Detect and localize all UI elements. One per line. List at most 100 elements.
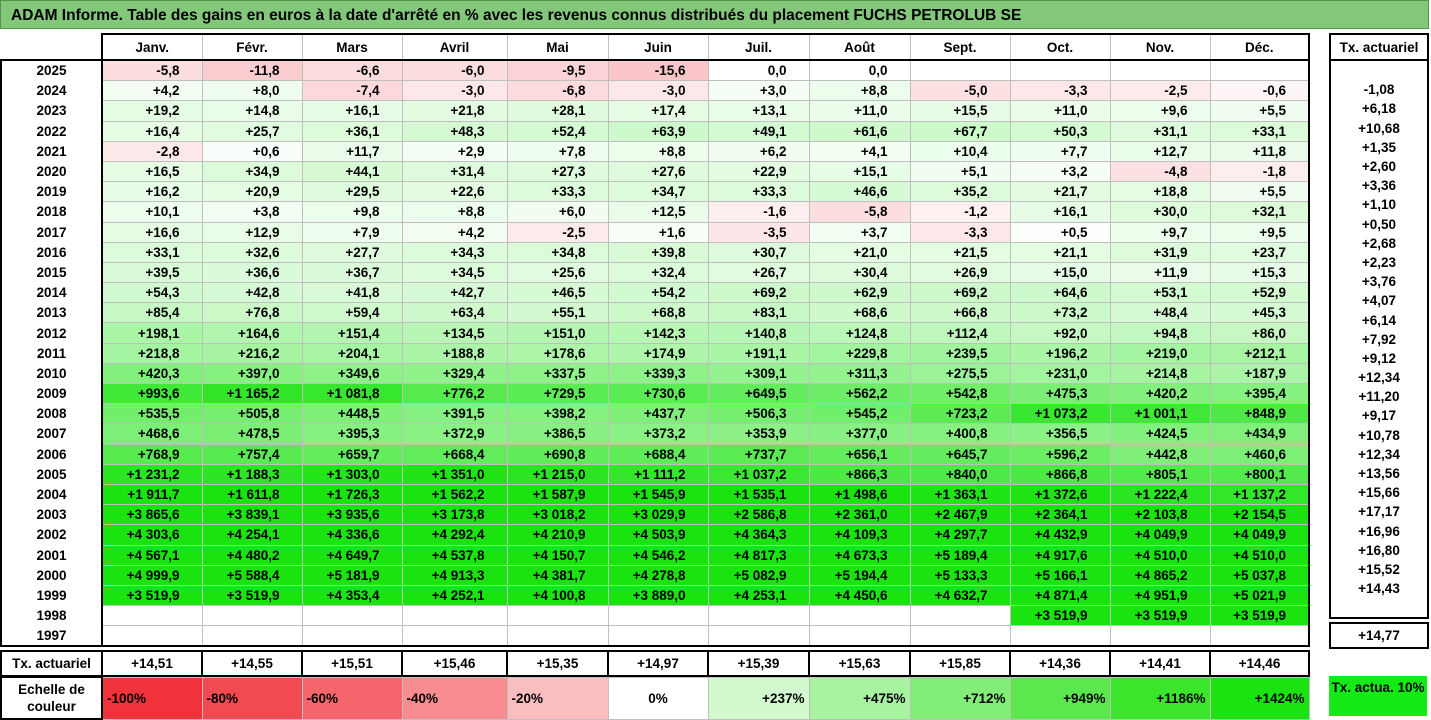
- gain-cell: +395,4: [1209, 382, 1310, 405]
- footer-rate-cell: +15,35: [506, 650, 609, 678]
- month-header: Mars: [301, 33, 403, 61]
- footer-rate-cell: +14,55: [201, 650, 303, 678]
- rate-cell: +15,66: [1329, 483, 1429, 503]
- gain-cell: +757,4: [201, 443, 303, 465]
- gain-cell: -3,5: [707, 221, 810, 243]
- rate-column: Tx. actuariel -1,08 +6,18 +10,68 +1,35 +2,60 +…: [1329, 33, 1429, 650]
- gain-cell: +6,0: [506, 201, 609, 223]
- gain-cell: +2 361,0: [808, 504, 911, 526]
- gain-cell: +25,7: [201, 120, 303, 142]
- corner-cell: [1, 34, 102, 60]
- gain-cell: +42,7: [401, 282, 508, 304]
- year-label: 2016: [0, 242, 103, 263]
- gain-cell: +690,8: [506, 443, 609, 465]
- gain-cell: +395,3: [301, 423, 403, 445]
- gain-cell: +34,8: [506, 241, 609, 263]
- gain-cell: +28,1: [506, 100, 609, 122]
- gain-cell: +12,5: [607, 201, 709, 223]
- gain-cell: +1 081,8: [301, 382, 403, 405]
- page-title: ADAM Informe. Table des gains en euros à…: [0, 0, 1429, 29]
- gain-cell: -6,6: [301, 59, 403, 82]
- gain-cell: +805,1: [1109, 463, 1211, 485]
- table-row: 2019 +16,2 +20,9 +29,5 +22,6 +33,3 +34,7 +33,3 +…: [0, 181, 1310, 203]
- month-header: Oct.: [1009, 33, 1111, 61]
- gain-cell: [909, 625, 1011, 648]
- rate-cell: +2,23: [1329, 252, 1429, 273]
- gain-cell: +400,8: [909, 423, 1011, 445]
- gain-cell: +4 537,8: [401, 544, 508, 566]
- gain-cell: +840,0: [909, 463, 1011, 485]
- gain-cell: [506, 605, 609, 627]
- gain-cell: +85,4: [101, 302, 203, 324]
- gain-cell: +5 588,4: [201, 564, 303, 586]
- gain-cell: +275,5: [909, 362, 1011, 385]
- gain-cell: +1 222,4: [1109, 483, 1211, 506]
- gain-cell: [707, 605, 810, 627]
- gain-cell: +8,0: [201, 80, 303, 102]
- rate-cell: [1329, 598, 1429, 620]
- gain-cell: +25,6: [506, 261, 609, 284]
- table-row: 1997: [0, 625, 1310, 648]
- gain-cell: +52,4: [506, 120, 609, 142]
- gain-cell: +66,8: [909, 302, 1011, 324]
- footer-rate-cell: +14,46: [1209, 650, 1310, 678]
- gain-cell: +32,6: [201, 241, 303, 263]
- rate-cell: +6,18: [1329, 99, 1429, 119]
- gain-cell: +9,6: [1109, 100, 1211, 122]
- gain-cell: +1 611,8: [201, 483, 303, 506]
- scale-swatch: +949%: [1009, 676, 1111, 720]
- table-row: 2016 +33,1 +32,6 +27,7 +34,3 +34,8 +39,8 +30,7 +…: [0, 241, 1310, 263]
- gain-cell: +1 562,2: [401, 483, 508, 506]
- year-label: 2008: [0, 403, 103, 424]
- gain-cell: +4 450,6: [808, 584, 911, 607]
- gain-cell: [201, 625, 303, 648]
- gain-cell: -5,8: [101, 59, 203, 82]
- gain-cell: +59,4: [301, 302, 403, 324]
- table-row: 2001 +4 567,1 +4 480,2 +4 649,7 +4 537,8 +4 1…: [0, 544, 1310, 566]
- color-scale-label: Echelle de couleur: [0, 676, 103, 720]
- gain-cell: +4 049,9: [1209, 524, 1310, 546]
- rate-cell: +15,52: [1329, 559, 1429, 580]
- gain-cell: +7,7: [1009, 140, 1111, 162]
- gain-cell: +3 519,9: [1109, 605, 1211, 627]
- gain-cell: +1 111,2: [607, 463, 709, 485]
- rate-header: Tx. actuariel: [1329, 33, 1429, 61]
- gain-cell: +32,4: [607, 261, 709, 284]
- scale-swatch: +1424%: [1209, 676, 1310, 720]
- gain-cell: +34,9: [201, 160, 303, 183]
- gain-cell: +424,5: [1109, 423, 1211, 445]
- gain-cell: +42,8: [201, 282, 303, 304]
- gain-cell: +2 103,8: [1109, 504, 1211, 526]
- gain-cell: +1 498,6: [808, 483, 911, 506]
- year-label: 1998: [0, 605, 103, 626]
- gain-cell: +4,2: [101, 80, 203, 102]
- gain-cell: +16,4: [101, 120, 203, 142]
- table-row: 2002 +4 303,6 +4 254,1 +4 336,6 +4 292,4 +4 2…: [0, 524, 1310, 546]
- gain-cell: +5 166,1: [1009, 564, 1111, 586]
- year-label: 2021: [0, 141, 103, 162]
- year-label: 2020: [0, 161, 103, 182]
- gain-cell: +4 336,6: [301, 524, 403, 546]
- year-label: 2012: [0, 322, 103, 344]
- gain-cell: [707, 625, 810, 648]
- year-label: 2024: [0, 80, 103, 101]
- gain-cell: +21,1: [1009, 241, 1111, 263]
- footer-label: Tx. actuariel: [0, 650, 103, 678]
- rate-cell: +11,20: [1329, 387, 1429, 407]
- gain-cell: +15,5: [909, 100, 1011, 122]
- gain-cell: [1109, 625, 1211, 648]
- gain-cell: +73,2: [1009, 302, 1111, 324]
- month-header: Mai: [506, 33, 609, 61]
- gain-cell: +10,1: [101, 201, 203, 223]
- gain-cell: +535,5: [101, 403, 203, 425]
- gain-cell: +187,9: [1209, 362, 1310, 385]
- table-row: 2011 +218,8 +216,2 +204,1 +188,8 +178,6 +174,9…: [0, 342, 1310, 364]
- gain-cell: +1,6: [607, 221, 709, 243]
- table-row: 2014 +54,3 +42,8 +41,8 +42,7 +46,5 +54,2 +69,2 +…: [0, 282, 1310, 304]
- gain-cell: +373,2: [607, 423, 709, 445]
- gain-cell: +356,5: [1009, 423, 1111, 445]
- table-row: 2021 -2,8 +0,6 +11,7 +2,9 +7,8 +8,8 +6,2 +4,1 +10…: [0, 140, 1310, 162]
- gain-cell: +7,9: [301, 221, 403, 243]
- year-label: 2017: [0, 222, 103, 243]
- gain-cell: +1 137,2: [1209, 483, 1310, 506]
